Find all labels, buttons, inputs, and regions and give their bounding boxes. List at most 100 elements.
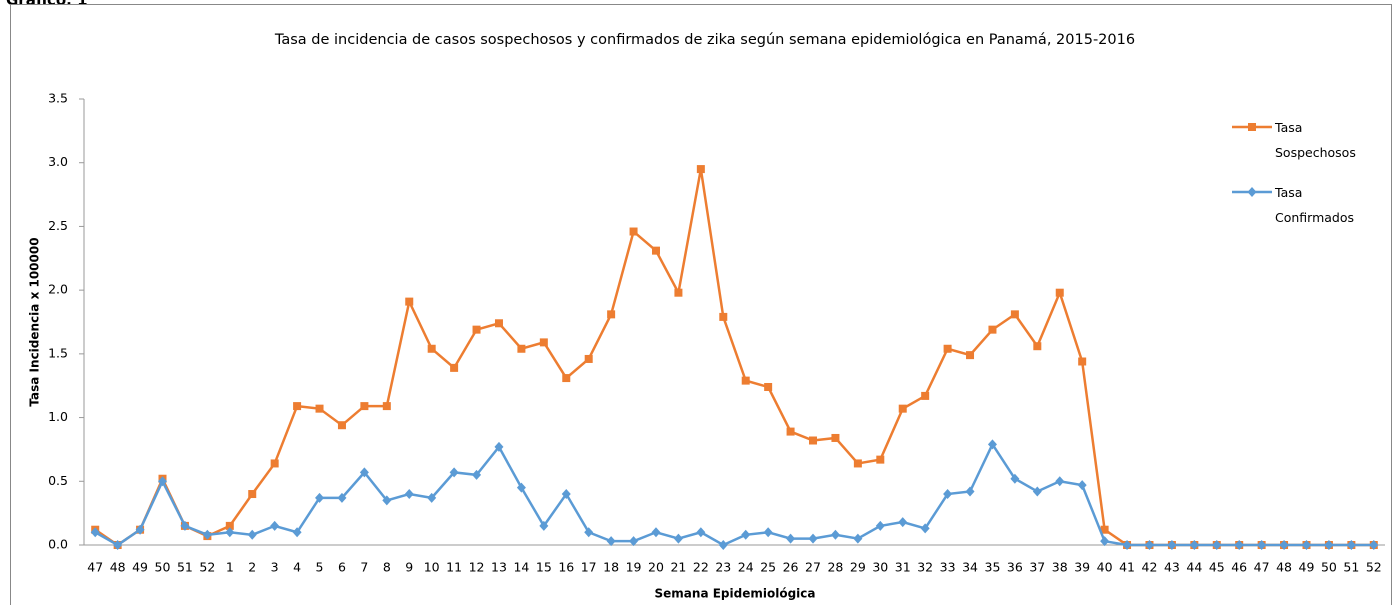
chart-frame (10, 4, 1392, 605)
x-tick-label: 23 (715, 560, 731, 575)
marker (673, 533, 683, 544)
x-tick-label: 51 (177, 560, 193, 575)
marker (1010, 310, 1019, 319)
x-tick-label: 45 (1209, 560, 1225, 575)
y-tick-label: 1.5 (48, 345, 68, 360)
marker (1055, 288, 1064, 297)
marker (629, 227, 638, 236)
x-axis-title: Semana Epidemiológica (655, 587, 816, 601)
marker (1167, 540, 1177, 550)
marker (1234, 540, 1244, 550)
x-tick-label: 39 (1074, 560, 1090, 575)
marker (225, 521, 234, 530)
x-tick-label: 15 (536, 560, 552, 575)
marker (719, 312, 728, 321)
marker (315, 492, 325, 503)
y-tick-label: 0.5 (48, 473, 68, 488)
marker (1346, 540, 1356, 550)
x-tick-label: 13 (491, 560, 507, 575)
marker (1033, 342, 1042, 351)
marker (584, 527, 594, 538)
marker (696, 527, 706, 538)
marker (1077, 480, 1087, 491)
marker (404, 489, 414, 500)
marker (337, 492, 347, 503)
x-tick-label: 8 (383, 560, 391, 575)
x-tick-label: 35 (985, 560, 1001, 575)
marker (359, 467, 369, 478)
x-tick-label: 32 (917, 560, 933, 575)
x-tick-label: 47 (87, 560, 103, 575)
marker (337, 421, 346, 430)
x-tick-label: 34 (962, 560, 978, 575)
x-tick-label: 1 (226, 560, 234, 575)
marker (651, 527, 661, 538)
x-tick-label: 42 (1142, 560, 1158, 575)
marker (1212, 540, 1222, 550)
marker (449, 467, 459, 478)
marker (1279, 540, 1289, 550)
legend-label: Tasa Confirmados (1275, 185, 1355, 225)
marker (427, 492, 437, 503)
x-tick-label: 33 (940, 560, 956, 575)
marker (674, 288, 683, 297)
marker (965, 486, 975, 497)
marker (988, 325, 997, 334)
marker (539, 338, 548, 347)
y-tick-label: 1.0 (48, 409, 68, 424)
marker (270, 520, 280, 531)
marker (1257, 540, 1267, 550)
x-tick-label: 24 (738, 560, 754, 575)
marker (629, 536, 639, 547)
marker (1010, 473, 1020, 484)
marker (382, 495, 392, 506)
marker (1100, 525, 1109, 534)
marker (696, 165, 705, 174)
marker (113, 540, 123, 550)
x-tick-label: 49 (132, 560, 148, 575)
marker (450, 363, 459, 372)
marker (1032, 486, 1042, 497)
x-tick-label: 30 (872, 560, 888, 575)
x-tick-label: 43 (1164, 560, 1180, 575)
x-tick-label: 36 (1007, 560, 1023, 575)
x-tick-label: 50 (155, 560, 171, 575)
x-tick-label: 10 (424, 560, 440, 575)
chart-title: Tasa de incidencia de casos sospechosos … (274, 32, 1135, 48)
x-tick-label: 4 (293, 560, 301, 575)
marker (853, 459, 862, 468)
x-tick-label: 2 (248, 560, 256, 575)
marker (763, 527, 773, 538)
marker (427, 344, 436, 353)
marker (943, 489, 953, 500)
x-tick-label: 27 (805, 560, 821, 575)
x-tick-label: 28 (827, 560, 843, 575)
marker (1078, 357, 1087, 366)
x-tick-label: 44 (1186, 560, 1202, 575)
marker (786, 533, 796, 544)
marker (584, 354, 593, 363)
marker (741, 529, 751, 540)
marker (315, 404, 324, 413)
y-tick-label: 0.0 (48, 537, 68, 552)
marker (1247, 187, 1257, 197)
marker (876, 455, 885, 464)
marker (135, 524, 145, 535)
x-tick-label: 18 (603, 560, 619, 575)
marker (270, 459, 279, 468)
x-tick-label: 37 (1029, 560, 1045, 575)
marker (1144, 540, 1154, 550)
marker (360, 402, 369, 411)
marker (539, 520, 549, 531)
x-tick-label: 31 (895, 560, 911, 575)
x-tick-label: 16 (558, 560, 574, 575)
x-tick-label: 48 (110, 560, 126, 575)
marker (786, 427, 795, 436)
marker (831, 433, 840, 442)
marker (1122, 540, 1132, 550)
marker (405, 297, 414, 306)
marker (158, 476, 168, 487)
x-tick-label: 52 (1366, 560, 1382, 575)
marker (606, 536, 616, 547)
y-axis-title: Tasa Incidencia x 100000 (28, 237, 42, 406)
